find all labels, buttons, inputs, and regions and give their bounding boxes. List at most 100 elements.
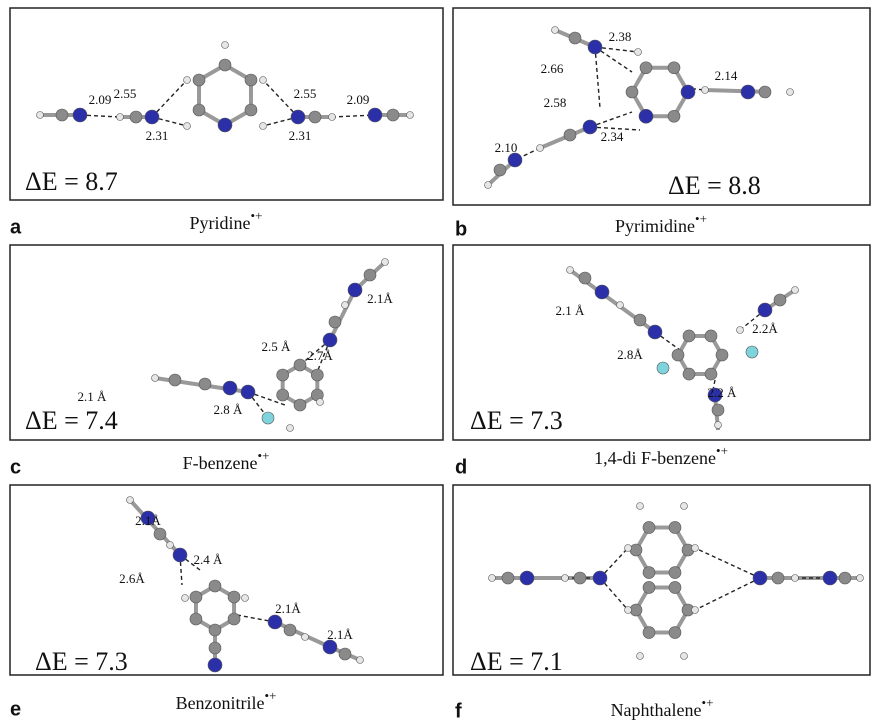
atom [640, 62, 652, 74]
atom [583, 120, 597, 134]
atom [626, 86, 638, 98]
atom [485, 182, 492, 189]
distance-label: 2.1Å [135, 513, 161, 528]
atom [648, 325, 662, 339]
atom [702, 87, 709, 94]
atom [199, 378, 211, 390]
atom [294, 399, 306, 411]
caption-name: Benzonitrile [176, 693, 265, 713]
atom [260, 77, 267, 84]
distance-label: 2.1 Å [78, 389, 108, 404]
atom [537, 145, 544, 152]
atom [182, 595, 189, 602]
atom [772, 572, 784, 584]
distance-label: 2.31 [146, 128, 169, 143]
atom [637, 653, 644, 660]
energy-label: ΔE = 7.3 [470, 406, 563, 435]
atom [508, 153, 522, 167]
atom [323, 333, 337, 347]
atom [245, 104, 257, 116]
atom [657, 362, 669, 374]
atom [746, 346, 758, 358]
atom [287, 425, 294, 432]
bond [330, 290, 355, 340]
atom [669, 627, 681, 639]
atom [716, 349, 728, 361]
atom [260, 123, 267, 130]
atom [169, 374, 181, 386]
energy-label: ΔE = 7.3 [35, 647, 128, 676]
panel-letter: e [10, 698, 21, 720]
atom [302, 634, 309, 641]
atom [668, 110, 680, 122]
distance-label: 2.5 Å [262, 339, 292, 354]
atom [643, 567, 655, 579]
distance-label: 2.55 [114, 86, 137, 101]
atom [669, 581, 681, 593]
atom [787, 89, 794, 96]
atom [56, 109, 68, 121]
caption-name: Naphthalene [611, 700, 702, 720]
energy-label: ΔE = 8.7 [25, 167, 118, 196]
caption-name: Pyrimidine [615, 216, 695, 236]
atom [323, 640, 337, 654]
atom [588, 40, 602, 54]
caption: 1,4-di F-benzene•+ [594, 443, 728, 468]
atom [154, 528, 166, 540]
atom [167, 542, 174, 549]
atom [692, 607, 699, 614]
distance-label: 2.8 Å [214, 402, 244, 417]
atom [692, 545, 699, 552]
atom [311, 369, 323, 381]
atom [284, 624, 296, 636]
atom [223, 381, 237, 395]
distance-label: 2.34 [601, 129, 624, 144]
atom [407, 112, 414, 119]
distance-label: 2.55 [294, 86, 317, 101]
atom [564, 129, 576, 141]
atom [759, 86, 771, 98]
energy-label: ΔE = 8.8 [668, 171, 761, 200]
distance-label: 2.8Å [617, 347, 643, 362]
distance-label: 2.66 [541, 61, 564, 76]
caption: Naphthalene•+ [611, 695, 714, 720]
atom [387, 109, 399, 121]
atom [245, 74, 257, 86]
atom [193, 74, 205, 86]
atom [569, 32, 581, 44]
distance-label: 2.09 [347, 92, 370, 107]
atom [792, 287, 799, 294]
atom [339, 648, 351, 660]
atom [758, 303, 772, 317]
panel-letter: d [455, 456, 467, 478]
atom [309, 111, 321, 123]
atom [715, 422, 722, 429]
atom [630, 544, 642, 556]
atom [683, 368, 695, 380]
atom [823, 571, 837, 585]
atom [218, 118, 232, 132]
atom [152, 375, 159, 382]
atom [593, 571, 607, 585]
atom [228, 591, 240, 603]
distance-label: 2.1 Å [556, 303, 586, 318]
atom [317, 399, 324, 406]
caption: Pyridine•+ [190, 208, 263, 233]
atom [741, 85, 755, 99]
hydrogen-bond [152, 80, 187, 117]
atom [382, 259, 389, 266]
distance-label: 2.1Å [367, 291, 393, 306]
atom [368, 108, 382, 122]
atom [668, 62, 680, 74]
atom [494, 164, 506, 176]
atom [712, 404, 724, 416]
atom [127, 497, 134, 504]
distance-label: 2.38 [609, 29, 632, 44]
atom [574, 572, 586, 584]
atom [737, 327, 744, 334]
distance-label: 2.2 Å [708, 385, 738, 400]
atom [520, 571, 534, 585]
panel-letter: f [455, 700, 462, 722]
distance-label: 2.2Å [752, 321, 778, 336]
distance-label: 2.58 [544, 95, 567, 110]
